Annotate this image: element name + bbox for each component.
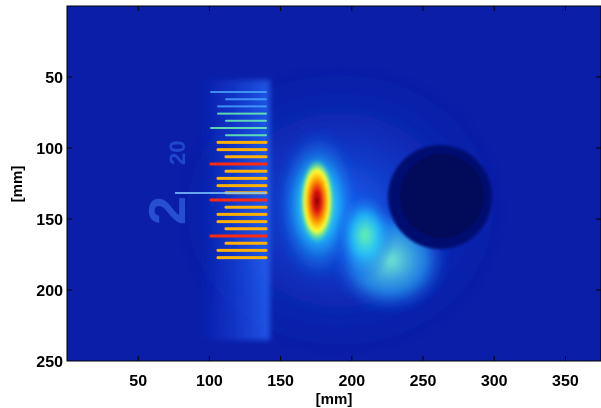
y-axis: 50 100 150 200 250 xyxy=(36,70,601,371)
y-tick-label: 200 xyxy=(36,283,63,300)
x-axis-label: [mm] xyxy=(316,391,353,408)
x-tick-label: 100 xyxy=(196,373,223,390)
x-tick-label: 150 xyxy=(267,373,294,390)
x-axis: 50 100 150 200 250 300 350 xyxy=(129,6,579,390)
y-tick-label: 100 xyxy=(36,141,63,158)
y-axis-label: [mm] xyxy=(9,166,26,203)
axes-frame xyxy=(66,5,601,362)
ruler-ticks xyxy=(175,91,268,260)
y-tick-label: 50 xyxy=(45,70,63,87)
hot-spot xyxy=(300,159,334,243)
x-tick-label: 200 xyxy=(338,373,365,390)
plot-area: 2 20 xyxy=(67,6,601,361)
y-tick-label: 150 xyxy=(36,212,63,229)
svg-text:20: 20 xyxy=(165,141,190,165)
ruler-text: 2 20 xyxy=(139,141,197,225)
ruler-glow xyxy=(200,80,270,340)
x-tick-label: 50 xyxy=(129,373,147,390)
y-tick-label: 250 xyxy=(36,354,63,371)
x-tick-label: 350 xyxy=(552,373,579,390)
x-tick-label: 250 xyxy=(410,373,437,390)
plume-lower xyxy=(335,190,395,280)
dark-circle-core xyxy=(400,154,484,238)
svg-text:2: 2 xyxy=(139,196,197,225)
x-tick-label: 300 xyxy=(481,373,508,390)
